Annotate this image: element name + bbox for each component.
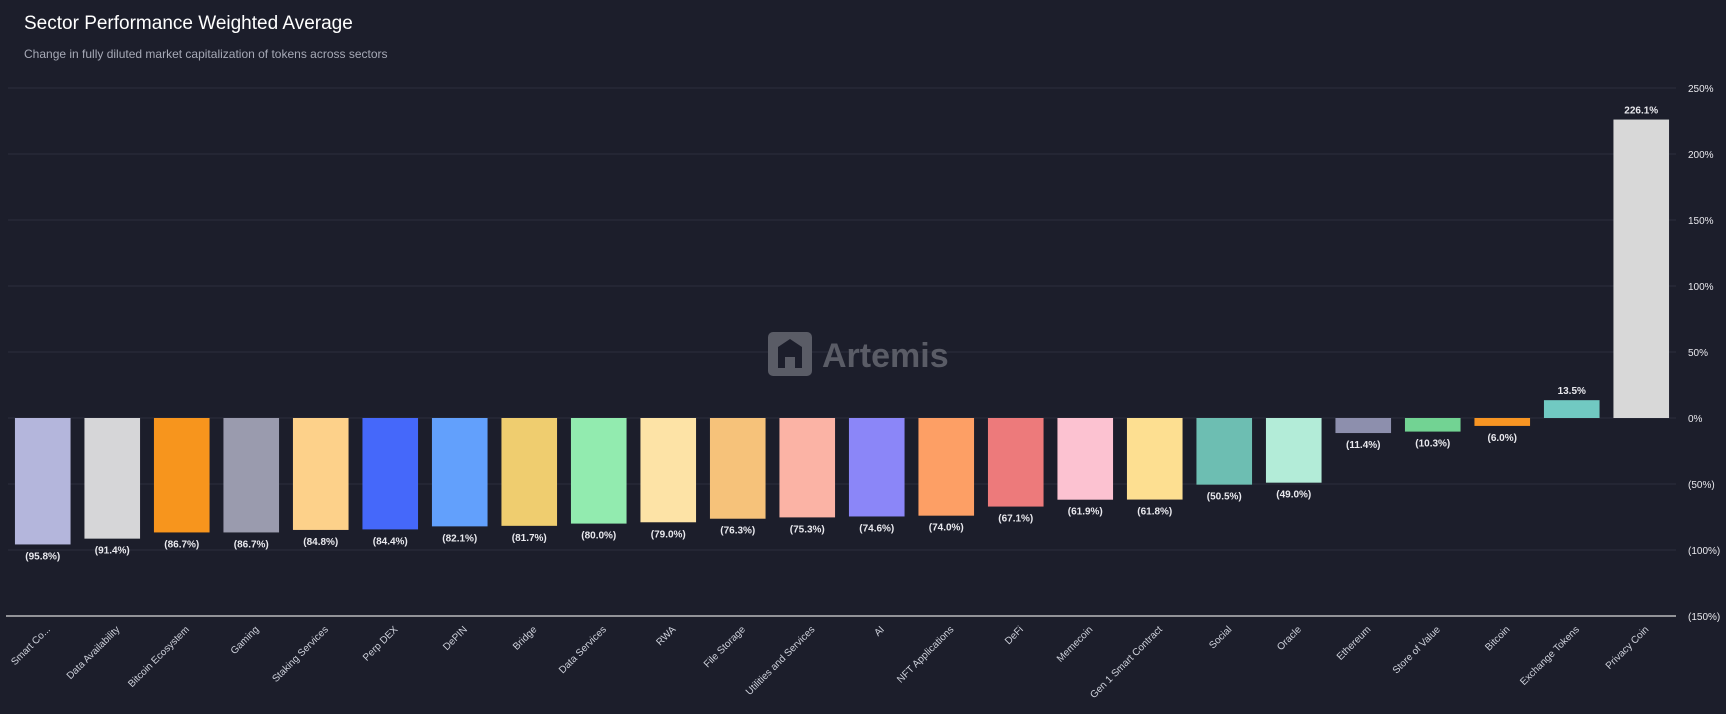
- bar: [987, 418, 1044, 507]
- data-label: (11.4%): [1346, 440, 1380, 451]
- bar: [14, 418, 71, 545]
- category-label: DePIN: [441, 624, 470, 653]
- data-label: (6.0%): [1488, 433, 1517, 444]
- category-label: Store of Value: [1391, 624, 1443, 676]
- bar: [153, 418, 210, 533]
- data-label: (74.0%): [929, 523, 964, 534]
- data-label: (49.0%): [1276, 490, 1311, 501]
- bar: [223, 418, 280, 533]
- gridlines: [6, 87, 1676, 617]
- category-label: Bridge: [511, 624, 540, 653]
- y-tick-label: 0%: [1688, 414, 1703, 425]
- bar: [918, 418, 975, 516]
- category-label: Gen 1 Smart Contract: [1088, 624, 1165, 701]
- data-label: (95.8%): [25, 551, 60, 562]
- data-label: (91.4%): [95, 546, 130, 557]
- y-tick-label: (150%): [1688, 612, 1720, 623]
- data-label: 13.5%: [1558, 386, 1586, 397]
- y-tick-label: (100%): [1688, 546, 1720, 557]
- data-label: (50.5%): [1207, 492, 1242, 503]
- y-axis: 250% 200% 150% 100% 50% 0% (50%) (100%) (150%): [1688, 84, 1720, 623]
- bar: [570, 418, 627, 524]
- bar: [1196, 418, 1253, 485]
- y-tick-label: 150%: [1688, 216, 1714, 227]
- bar: [84, 418, 141, 539]
- watermark-text: Artemis: [822, 337, 949, 375]
- data-label: (84.8%): [303, 537, 338, 548]
- category-label: Smart Co...: [9, 624, 53, 668]
- bar: [1543, 400, 1600, 418]
- y-tick-label: 100%: [1688, 282, 1714, 293]
- category-label: Ethereum: [1335, 624, 1373, 662]
- data-label: (61.9%): [1068, 507, 1103, 518]
- category-label: Staking Services: [270, 624, 330, 684]
- bar: [779, 418, 836, 518]
- bar: [848, 418, 905, 517]
- bar: [1335, 418, 1392, 434]
- bar: [709, 418, 766, 519]
- category-label: File Storage: [702, 624, 748, 670]
- category-label: Exchange Tokens: [1518, 624, 1581, 687]
- category-label: Privacy Coin: [1604, 624, 1651, 671]
- data-label: (67.1%): [998, 514, 1033, 525]
- chart-subtitle: Change in fully diluted market capitaliz…: [24, 47, 388, 61]
- data-label: (75.3%): [790, 524, 825, 535]
- y-tick-label: 50%: [1688, 348, 1708, 359]
- data-label: 226.1%: [1624, 106, 1658, 117]
- bar: [362, 418, 419, 530]
- data-label: (79.0%): [651, 529, 686, 540]
- artemis-logo-icon: [768, 332, 812, 376]
- category-label: Utilities and Services: [744, 624, 817, 697]
- data-label: (61.8%): [1137, 507, 1172, 518]
- data-label: (86.7%): [234, 539, 269, 550]
- data-label: (86.7%): [164, 539, 199, 550]
- bars: [14, 119, 1670, 545]
- category-label: Data Services: [557, 624, 609, 676]
- bar: [1613, 119, 1670, 418]
- category-label: Bitcoin Ecosystem: [126, 624, 192, 690]
- category-label: Perp DEX: [361, 624, 400, 663]
- data-label: (80.0%): [581, 531, 616, 542]
- y-tick-label: 250%: [1688, 84, 1714, 95]
- category-label: AI: [872, 624, 886, 638]
- category-label: RWA: [654, 624, 678, 648]
- bar: [1404, 418, 1461, 432]
- category-label: NFT Applications: [895, 624, 956, 685]
- category-label: Data Availability: [65, 624, 123, 682]
- data-label: (81.7%): [512, 533, 547, 544]
- category-label: Memecoin: [1055, 624, 1095, 664]
- category-label: Social: [1207, 624, 1234, 651]
- category-label: Bitcoin: [1483, 624, 1512, 653]
- category-label: Gaming: [229, 624, 262, 657]
- y-tick-label: 200%: [1688, 150, 1714, 161]
- data-label: (84.4%): [373, 536, 408, 547]
- data-label: (10.3%): [1415, 439, 1450, 450]
- bar: [1474, 418, 1531, 426]
- bar: [1265, 418, 1322, 483]
- bar: [1057, 418, 1114, 500]
- watermark: Artemis: [768, 332, 949, 376]
- category-labels: Smart Co... Data Availability Bitcoin Ecos…: [9, 624, 1651, 701]
- category-label: Oracle: [1275, 624, 1304, 653]
- bar: [640, 418, 697, 523]
- data-label: (82.1%): [442, 533, 477, 544]
- category-label: DeFi: [1003, 624, 1026, 647]
- data-label: (74.6%): [859, 523, 894, 534]
- bar: [431, 418, 488, 527]
- bar: [292, 418, 349, 530]
- data-label: (76.3%): [720, 526, 755, 537]
- bar: [1126, 418, 1183, 500]
- chart-title: Sector Performance Weighted Average: [24, 13, 353, 34]
- bar: [501, 418, 558, 526]
- y-tick-label: (50%): [1688, 480, 1715, 491]
- data-labels: (95.8%) (91.4%) (86.7%) (86.7%) (84.8%) (84.4…: [25, 106, 1658, 563]
